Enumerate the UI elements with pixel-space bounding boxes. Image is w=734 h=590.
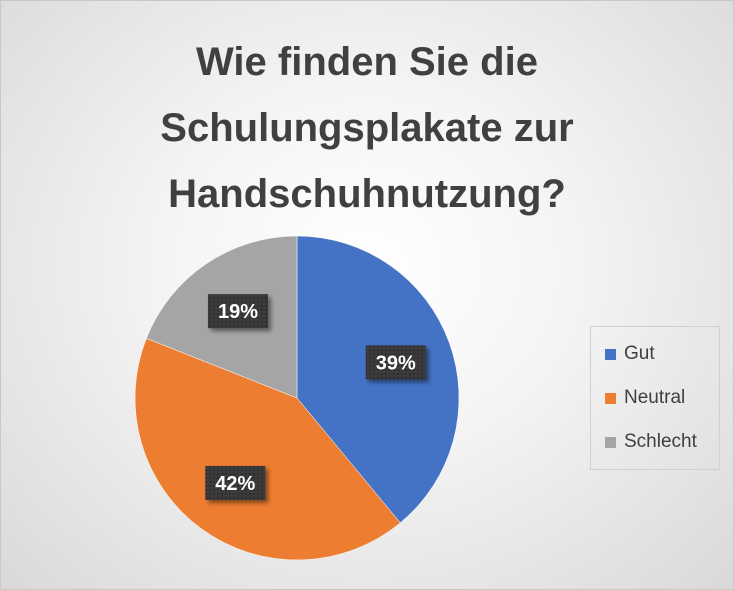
data-label-schlecht: 19% <box>207 294 268 329</box>
data-label-text: 19% <box>218 301 258 323</box>
chart-title-line-1: Wie finden Sie die <box>196 40 538 84</box>
data-label-box <box>365 345 426 380</box>
data-label-text: 39% <box>376 352 416 374</box>
data-label-text: 42% <box>215 473 255 495</box>
data-label-box <box>205 465 266 500</box>
legend-swatch-gut <box>605 348 616 360</box>
legend-swatch-neutral <box>605 392 616 404</box>
chart-title-line-2: Schulungsplakate zur <box>160 106 574 150</box>
legend-item-gut: Gut <box>605 342 655 366</box>
legend-item-neutral: Neutral <box>605 386 685 410</box>
data-label-box <box>207 294 268 329</box>
pie-slice-neutral <box>134 338 401 561</box>
legend: Gut Neutral Schlecht <box>590 326 720 470</box>
legend-label-gut: Gut <box>624 343 655 364</box>
legend-item-schlecht: Schlecht <box>605 430 697 454</box>
data-label-gut: 39% <box>365 345 426 380</box>
chart-title: Wie finden Sie die Schulungsplakate zur … <box>41 29 693 227</box>
legend-swatch-schlecht <box>605 436 616 448</box>
legend-label-schlecht: Schlecht <box>624 431 697 452</box>
legend-label-neutral: Neutral <box>624 387 686 408</box>
data-label-neutral: 42% <box>205 465 266 500</box>
chart-title-line-3: Handschuhnutzung? <box>168 172 566 216</box>
